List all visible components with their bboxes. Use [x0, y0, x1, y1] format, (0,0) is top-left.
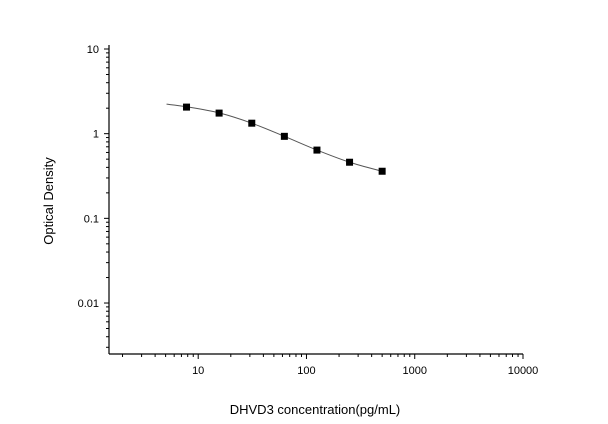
x-tick-label: 1000 [402, 365, 426, 377]
y-tick-label: 0.1 [84, 213, 99, 225]
x-axis-title: DHVD3 concentration(pg/mL) [230, 402, 401, 417]
data-point-marker [183, 103, 191, 111]
y-axis-title: Optical Density [41, 157, 56, 245]
y-tick-label: 1 [93, 129, 99, 141]
data-point-marker [280, 132, 288, 140]
axes [108, 45, 523, 355]
data-point-marker [378, 167, 386, 175]
y-tick-label: 0.01 [78, 298, 99, 310]
ticks: 10 100 1000 10000 10 1 0.1 0.01 [78, 44, 539, 377]
data-point-marker [248, 119, 256, 127]
data-point-marker [346, 158, 354, 166]
data-point-marker [215, 109, 223, 117]
x-tick-label: 100 [297, 365, 315, 377]
x-tick-label: 10 [192, 365, 204, 377]
y-tick-label: 10 [87, 44, 99, 56]
data-point-marker [313, 146, 321, 154]
data-points [183, 103, 386, 175]
x-tick-label: 10000 [508, 365, 539, 377]
